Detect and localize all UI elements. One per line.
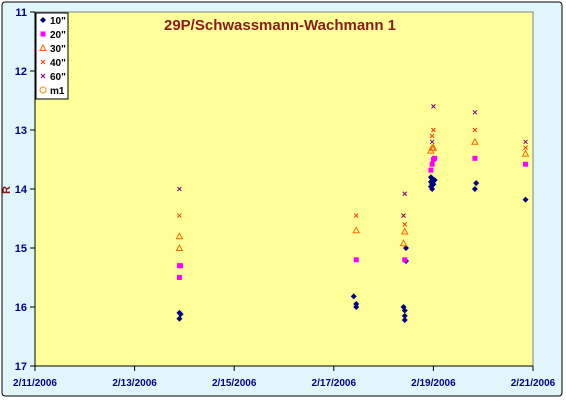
chart-title: 29P/Schwassmann-Wachmann 1 <box>164 17 396 34</box>
data-point <box>353 213 359 218</box>
legend-label: m1 <box>50 86 65 97</box>
y-tick-label: 11 <box>15 7 27 19</box>
y-tick-label: 17 <box>15 361 27 373</box>
x-tick-label: 2/13/2006 <box>112 378 157 389</box>
data-point <box>429 186 436 192</box>
x-axis: 2/11/2006 2/13/2006 2/15/2006 2/17/2006 2/19… <box>13 365 556 389</box>
data-point <box>350 293 357 300</box>
data-point <box>472 127 478 133</box>
data-point <box>400 227 409 235</box>
legend-marker <box>40 17 46 23</box>
data-point <box>523 161 529 167</box>
data-point <box>353 304 360 310</box>
data-point <box>523 145 528 151</box>
x-tick-label: 2/11/2006 <box>13 378 57 389</box>
data-point <box>402 191 408 197</box>
data-point <box>175 232 184 240</box>
data-point <box>521 149 530 157</box>
data-point <box>429 161 435 167</box>
legend-marker <box>40 31 46 37</box>
legend-marker <box>39 43 47 51</box>
x-tick-label: 2/15/2006 <box>212 378 257 389</box>
data-point <box>401 316 408 323</box>
data-point <box>401 307 408 314</box>
data-point <box>429 139 435 145</box>
data-point <box>177 311 184 318</box>
legend-marker <box>40 59 46 65</box>
y-tick-label: 15 <box>15 243 27 255</box>
data-point <box>473 180 480 187</box>
legend-label: 60" <box>50 72 66 83</box>
x-tick-label: 2/19/2006 <box>411 378 456 389</box>
legend-marker <box>39 86 47 94</box>
legend-box <box>35 12 69 100</box>
legend-marker <box>40 73 46 79</box>
data-point <box>177 186 182 192</box>
x-tick-label: 2/21/2006 <box>511 378 556 389</box>
data-point <box>176 275 182 280</box>
legend-label: 10" <box>50 16 66 27</box>
y-tick-label: 13 <box>15 125 27 137</box>
data-point <box>432 155 438 161</box>
data-point <box>401 213 406 218</box>
y-tick-label: 16 <box>15 302 27 314</box>
data-point <box>402 257 408 263</box>
data-point <box>431 177 438 184</box>
y-tick-label: 12 <box>15 66 27 78</box>
data-point <box>399 239 408 247</box>
legend-label: 20" <box>50 30 66 41</box>
data-point <box>403 245 410 251</box>
data-points <box>175 104 530 323</box>
data-point <box>178 263 184 269</box>
data-point <box>472 109 478 115</box>
x-tick-label: 2/17/2006 <box>312 378 357 389</box>
plot-area <box>34 11 534 367</box>
data-point <box>471 137 479 145</box>
data-point <box>353 257 359 263</box>
data-point <box>429 133 435 139</box>
data-point <box>522 196 529 203</box>
data-point <box>428 167 434 173</box>
data-point <box>401 312 408 319</box>
data-point <box>429 143 438 151</box>
legend-label: 40" <box>50 58 66 69</box>
legend: 10" 20" 30" 40" 60" m1 <box>35 12 69 100</box>
y-axis: 11 12 13 14 15 16 17 <box>15 7 36 373</box>
data-point <box>176 315 183 322</box>
legend-label: 30" <box>50 44 66 55</box>
y-tick-label: 14 <box>15 184 28 196</box>
data-point <box>431 127 436 133</box>
y-axis-label: R <box>1 186 13 194</box>
data-point <box>352 226 361 234</box>
data-point <box>175 243 184 251</box>
data-point <box>431 104 436 109</box>
data-point <box>402 222 408 227</box>
data-point <box>471 186 478 192</box>
data-point <box>523 139 528 145</box>
data-point <box>177 213 182 218</box>
data-point <box>472 155 478 161</box>
